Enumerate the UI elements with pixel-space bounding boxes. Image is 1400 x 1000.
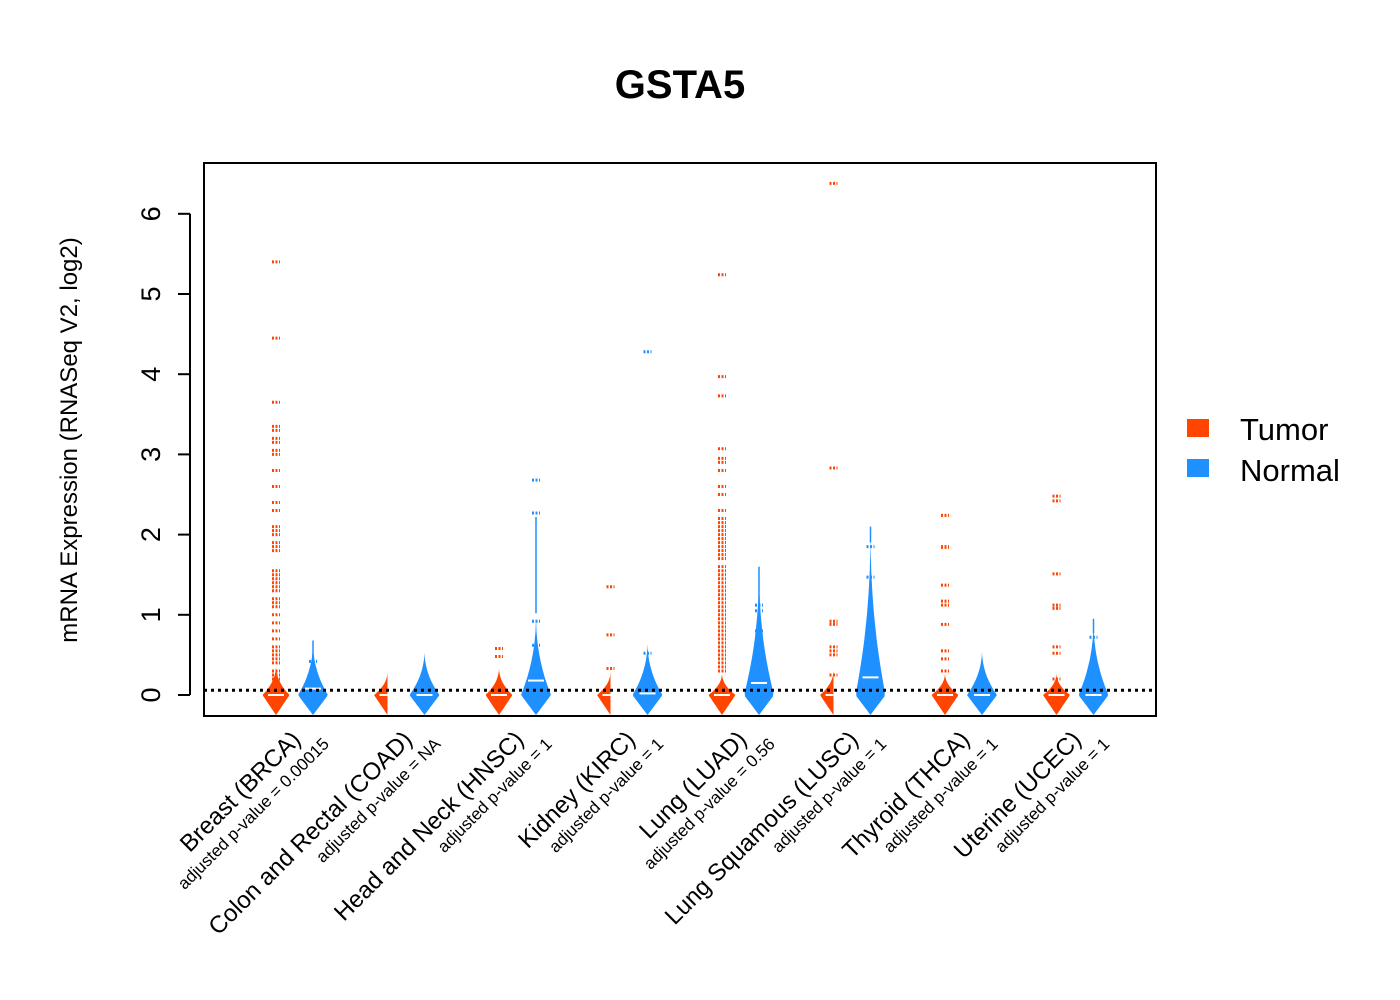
normal-violin — [632, 640, 663, 715]
tumor-violin — [931, 672, 959, 715]
y-tick-label: 0 — [136, 687, 166, 702]
legend-label-tumor: Tumor — [1240, 412, 1328, 447]
chart-title: GSTA5 — [615, 63, 745, 107]
y-tick-label: 6 — [136, 206, 166, 221]
legend-swatch-tumor — [1187, 419, 1209, 437]
normal-violin — [856, 526, 885, 715]
violins — [262, 181, 1108, 715]
x-axis-labels: Breast (BRCA)adjusted p-value = 0.00015C… — [174, 726, 1113, 940]
y-axis: 0 1 2 3 4 5 6 — [136, 206, 191, 703]
tumor-violin — [597, 672, 611, 715]
plot-area — [203, 162, 1157, 717]
y-tick-label: 4 — [136, 367, 166, 382]
normal-violin — [1079, 618, 1108, 715]
y-tick-label: 2 — [136, 527, 166, 542]
tumor-violin — [1043, 672, 1070, 715]
normal-violin — [298, 640, 328, 715]
normal-violin — [967, 648, 997, 715]
normal-violin — [521, 613, 551, 715]
legend-swatch-normal — [1187, 459, 1209, 477]
normal-violin — [409, 649, 440, 715]
y-tick-label: 1 — [136, 607, 166, 622]
y-tick-label: 3 — [136, 447, 166, 462]
tumor-violin — [374, 672, 388, 715]
tumor-violin — [708, 672, 736, 715]
legend-label-normal: Normal — [1240, 453, 1340, 488]
pvalue-label: adjusted p-value = 0.00015 — [174, 734, 333, 893]
plot-frame — [203, 162, 1157, 717]
y-tick-label: 5 — [136, 286, 166, 301]
y-axis-label: mRNA Expression (RNASeq V2, log2) — [56, 237, 83, 643]
legend: Tumor Normal — [1187, 412, 1340, 488]
tumor-violin — [820, 670, 834, 715]
